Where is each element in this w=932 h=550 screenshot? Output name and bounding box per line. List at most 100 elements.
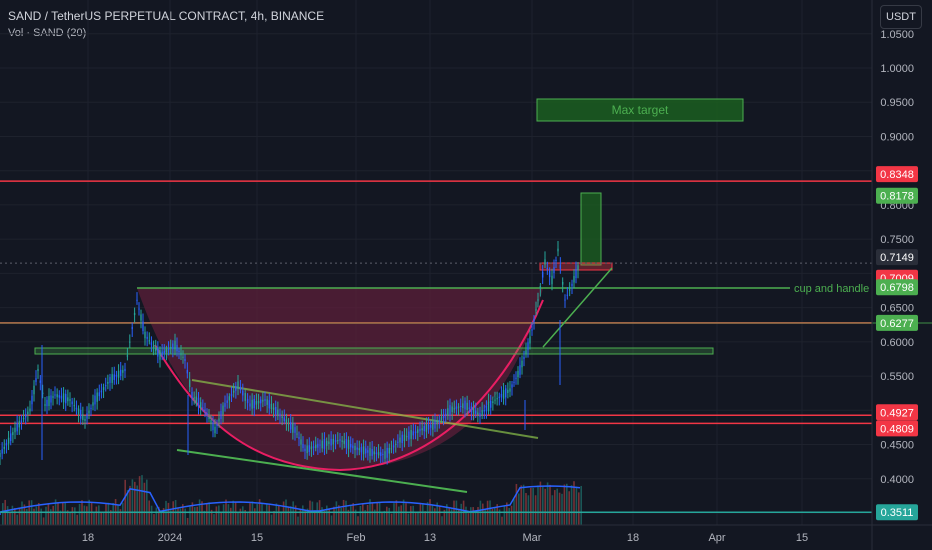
candle-body	[138, 308, 140, 310]
x-tick-label: 13	[424, 532, 436, 544]
volume-bar	[261, 503, 263, 525]
volume-bar	[465, 506, 467, 525]
volume-bar	[278, 504, 280, 525]
candle-body	[107, 382, 109, 384]
candle-body	[395, 443, 397, 445]
candle-body	[371, 448, 373, 456]
volume-bar	[167, 502, 170, 525]
volume-bar	[446, 504, 448, 525]
volume-bar	[179, 508, 182, 525]
candle-body	[492, 401, 494, 403]
candle-body	[71, 401, 73, 405]
candle-body	[73, 405, 75, 407]
volume-bar	[347, 509, 350, 525]
candle-body	[485, 405, 488, 412]
candle-body	[339, 439, 341, 441]
candle-body	[507, 389, 509, 394]
candle-body	[242, 390, 244, 396]
candle-body	[568, 289, 571, 291]
candle-body	[98, 392, 100, 397]
volume-bar	[122, 502, 124, 525]
candle-body	[445, 413, 447, 415]
volume-bar	[69, 511, 71, 525]
candle-body	[290, 421, 292, 430]
volume-bar	[172, 501, 174, 525]
candle-body	[551, 275, 553, 285]
volume-bar	[558, 492, 561, 525]
candle-body	[548, 270, 551, 278]
candle-body	[527, 342, 529, 350]
volume-bar	[431, 505, 434, 525]
volume-bar	[304, 509, 306, 525]
candle-body	[319, 444, 321, 446]
target-box[interactable]	[580, 192, 602, 266]
candle-body	[67, 397, 69, 402]
volume-bar	[143, 482, 146, 525]
volume-bar	[328, 508, 330, 525]
volume-bar	[530, 487, 532, 525]
volume-bars	[0, 475, 582, 525]
candle-body	[124, 368, 126, 372]
volume-bar	[539, 481, 542, 525]
volume-bar	[340, 507, 342, 525]
candle-body	[191, 392, 193, 398]
candle-body	[462, 403, 464, 409]
currency-button[interactable]: USDT	[880, 5, 922, 29]
volume-bar	[299, 509, 302, 525]
volume-bar	[251, 501, 254, 525]
candle-body	[275, 406, 277, 415]
volume-bar	[378, 502, 381, 525]
candle-body	[120, 369, 122, 376]
candle-body	[133, 312, 136, 316]
candle-body	[80, 409, 82, 419]
volume-bar	[551, 495, 554, 525]
candle-body	[464, 400, 466, 410]
volume-bar	[383, 510, 386, 525]
chart-title: SAND / TetherUS PERPETUAL CONTRACT, 4h, …	[8, 9, 325, 23]
candle-body	[244, 393, 246, 401]
candle-body	[438, 420, 440, 422]
volume-bar	[525, 493, 527, 525]
x-tick-label: Mar	[523, 532, 542, 544]
candle-body	[533, 318, 535, 322]
candle-body	[537, 299, 539, 301]
volume-bar	[112, 503, 114, 525]
candle-body	[257, 400, 260, 404]
candle-body	[564, 299, 566, 301]
volume-bar	[2, 503, 4, 525]
candle-body	[292, 422, 294, 433]
max-target-box[interactable]	[536, 98, 744, 122]
candle-body	[255, 401, 258, 405]
volume-bar	[522, 484, 525, 525]
volume-bar	[419, 502, 422, 525]
volume-bar	[366, 504, 369, 525]
candle-body	[146, 336, 148, 339]
candle-body	[31, 395, 33, 405]
volume-bar	[570, 485, 573, 525]
candle-body	[100, 390, 103, 393]
volume-bar	[474, 512, 477, 525]
candle-body	[37, 368, 39, 372]
candle-body	[129, 341, 131, 343]
volume-bar	[59, 510, 62, 525]
volume-indicator-label[interactable]: Vol · SAND (20)	[8, 27, 87, 39]
candle-body	[96, 392, 98, 402]
volume-bar	[357, 516, 359, 525]
volume-bar	[568, 491, 570, 525]
candle-body	[246, 398, 249, 404]
volume-ma-line	[0, 485, 581, 515]
candle-body	[159, 350, 161, 360]
candle-body	[472, 407, 475, 414]
volume-bar	[182, 504, 184, 525]
candle-body	[539, 286, 542, 289]
price-label-text: 0.4809	[880, 423, 914, 435]
candle-body	[312, 446, 315, 448]
price-label-text: 0.7149	[880, 252, 914, 264]
volume-bar	[105, 503, 107, 525]
candle-body	[253, 398, 255, 409]
y-tick-label: 0.4000	[880, 474, 914, 486]
volume-bar	[95, 506, 98, 525]
volume-bar	[93, 512, 95, 525]
candle-body	[555, 259, 557, 261]
